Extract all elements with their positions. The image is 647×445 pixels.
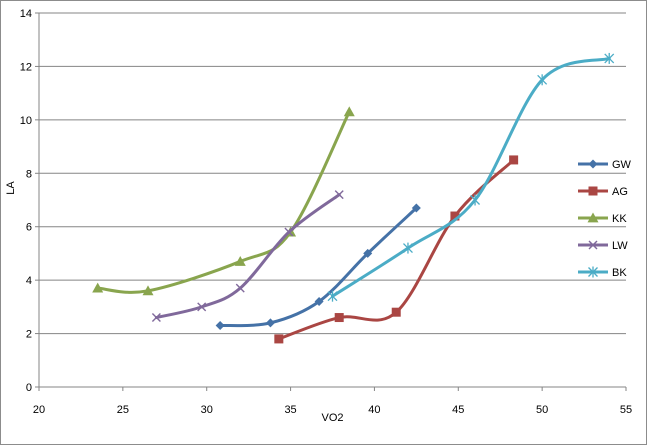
data-point-bk [470,194,481,206]
legend: GW AG KK LW BK [578,159,632,279]
data-point-lw [197,302,207,312]
y-tick-label: 12 [20,61,32,73]
data-point-lw [235,283,245,293]
legend-label: KK [612,213,627,225]
y-tick-label: 4 [26,275,32,287]
series-ag [274,155,519,344]
series-kk [92,106,355,296]
legend-label: LW [612,240,628,252]
series-gw [215,203,421,331]
series-line-gw [218,206,418,328]
data-point-ag [274,334,284,344]
y-tick-label: 0 [26,382,32,394]
legend-marker [588,186,598,196]
data-point-kk [92,282,104,293]
data-point-lw [284,227,294,237]
data-point-lw [334,190,344,200]
legend-label: AG [612,186,628,198]
legend-marker [587,212,599,223]
legend-marker [588,240,598,250]
x-tick-label: 35 [284,404,296,416]
x-tick-label: 50 [536,404,548,416]
data-point-ag [509,155,519,165]
legend-label: GW [612,159,632,171]
data-point-lw [151,313,161,323]
data-point-bk [604,52,615,64]
legend-item-gw: GW [578,159,632,171]
legend-item-lw: LW [578,240,628,252]
data-point-bk [327,290,338,302]
data-point-gw [314,297,324,307]
data-point-gw [265,318,275,328]
x-tick-label: 30 [201,404,213,416]
x-tick-label: 25 [117,404,129,416]
series-line-bk [331,56,611,298]
series-line-kk [96,110,351,294]
data-point-gw [215,321,225,331]
y-tick-label: 14 [20,8,32,20]
y-tick-label: 10 [20,115,32,127]
series-lw [151,190,344,323]
y-tick-labels: 0 2 4 6 8 10 12 14 [20,8,32,394]
x-tick-labels: 20 25 30 35 40 45 50 55 [33,404,632,416]
y-tick-label: 6 [26,222,32,234]
legend-label: BK [612,267,627,279]
x-tick-label: 45 [452,404,464,416]
data-point-ag [334,313,344,323]
data-point-kk [142,285,154,296]
series-layer [92,52,615,344]
y-axis-label: LA [5,181,17,195]
data-point-ag [450,211,460,221]
legend-item-bk: BK [578,266,627,279]
grid-lines [39,12,626,335]
data-point-kk [343,106,355,117]
legend-marker [588,159,598,169]
series-bk [327,52,615,302]
x-tick-label: 55 [620,404,632,416]
series-line-lw [154,193,341,320]
axes [35,12,627,391]
data-point-gw [411,203,421,213]
x-tick-label: 20 [33,404,45,416]
legend-item-ag: AG [578,186,628,198]
data-point-kk [234,255,246,266]
x-axis-label: VO2 [321,412,343,424]
data-point-bk [537,74,548,86]
data-point-gw [363,248,373,258]
y-tick-label: 8 [26,168,32,180]
legend-item-kk: KK [578,212,627,225]
legend-marker [588,266,598,278]
y-tick-label: 2 [26,329,32,341]
data-point-ag [391,307,401,317]
data-point-bk [403,242,413,254]
x-tick-label: 40 [368,404,380,416]
